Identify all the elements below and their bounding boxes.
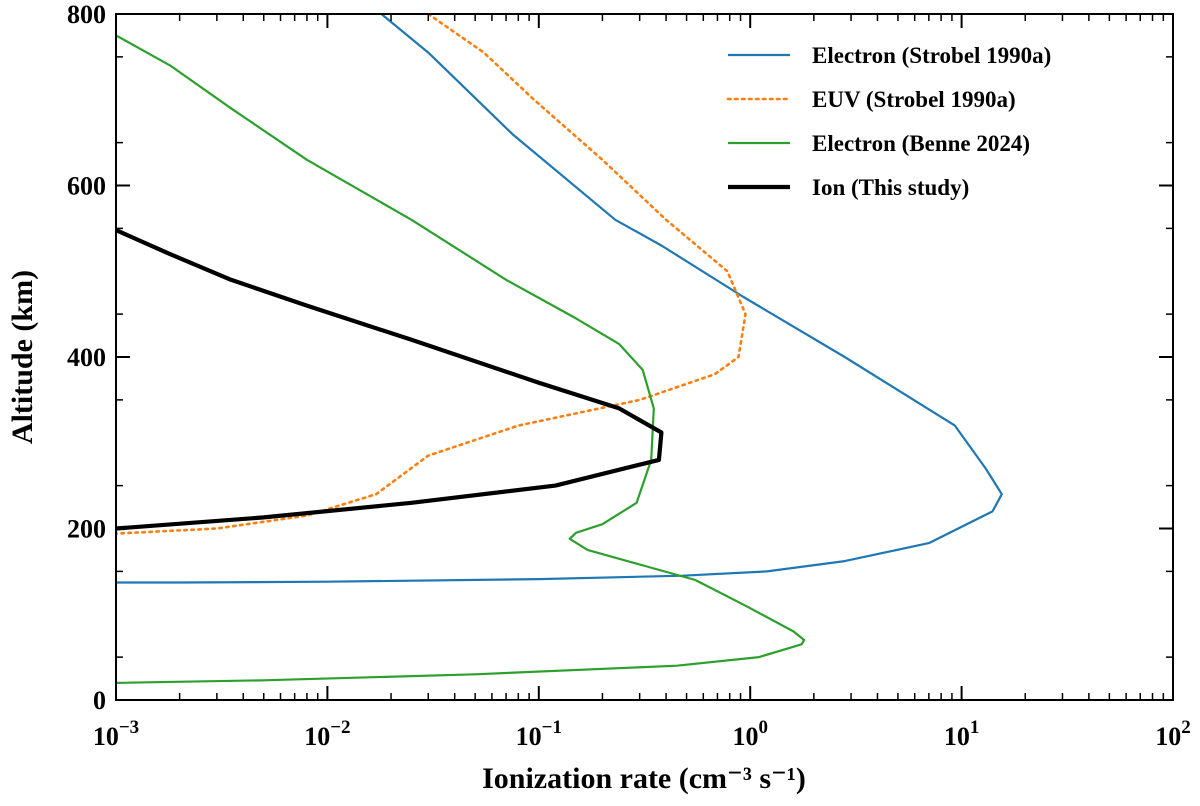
series-line-3 (116, 34, 806, 684)
series-line-2 (116, 14, 747, 535)
x-axis-title: Ionization rate (cm⁻³ s⁻¹) (482, 762, 806, 795)
series-line-1 (116, 14, 1003, 584)
y-tick-label: 600 (67, 172, 106, 201)
y-axis-title: Altitude (km) (6, 270, 39, 444)
series-layer (116, 14, 1003, 684)
x-tick-label: 10−2 (304, 717, 350, 751)
plot-frame (115, 13, 1174, 701)
x-tick-label: 101 (944, 717, 980, 751)
tick-layer (115, 13, 1174, 701)
series-line-4 (116, 228, 664, 531)
x-tick-label: 100 (732, 717, 768, 751)
y-tick-label: 400 (67, 343, 106, 372)
legend: Electron (Strobel 1990a) EUV (Strobel 199… (726, 43, 1051, 200)
x-tick-label: 10−3 (93, 717, 139, 751)
legend-label-4: Ion (This study) (812, 175, 969, 200)
y-tick-label: 200 (67, 515, 106, 544)
x-tick-label: 102 (1155, 717, 1191, 751)
y-tick-label: 800 (67, 0, 106, 29)
legend-label-3: Electron (Benne 2024) (812, 131, 1030, 156)
tick-label-layer: 10−3 10−2 10−1 100 101 102 0 200 400 600 800 (67, 0, 1191, 751)
legend-label-1: Electron (Strobel 1990a) (812, 43, 1051, 68)
y-tick-label: 0 (93, 686, 106, 715)
legend-label-2: EUV (Strobel 1990a) (812, 87, 1016, 112)
x-tick-label: 10−1 (516, 717, 562, 751)
